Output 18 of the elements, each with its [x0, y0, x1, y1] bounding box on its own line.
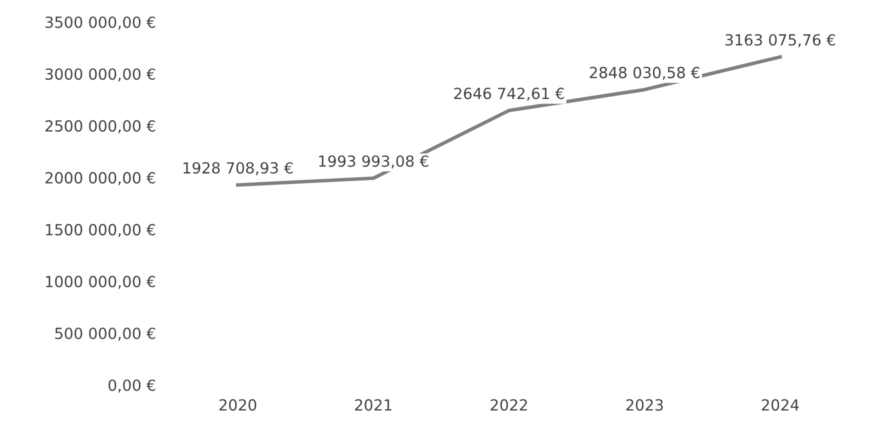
y-tick-label: 1500 000,00 € — [46, 224, 156, 238]
y-tick-label: 1000 000,00 € — [46, 276, 156, 289]
data-label: 2848 030,58 € — [590, 66, 700, 80]
y-tick-label: 0,00 € — [108, 379, 156, 393]
data-label: 1928 708,93 € — [184, 162, 293, 176]
x-tick-label: 2020 — [219, 399, 256, 411]
y-tick-label: 3500 000,00 € — [46, 16, 156, 30]
y-tick-label: 3000 000,00 € — [46, 68, 156, 82]
data-label: 3163 075,76 € — [725, 34, 836, 48]
x-tick-label: 2022 — [490, 399, 527, 411]
data-label: 2646 742,61 € — [454, 88, 564, 101]
x-tick-label: 2023 — [626, 399, 663, 411]
data-label: 1993 993,08 € — [319, 155, 428, 168]
x-tick-label: 2024 — [762, 399, 799, 411]
y-tick-label: 2000 000,00 € — [45, 172, 156, 186]
y-tick-label: 2500 000,00 € — [45, 120, 156, 134]
x-tick-label: 2021 — [355, 399, 392, 411]
y-tick-label: 500 000,00 € — [55, 328, 156, 341]
